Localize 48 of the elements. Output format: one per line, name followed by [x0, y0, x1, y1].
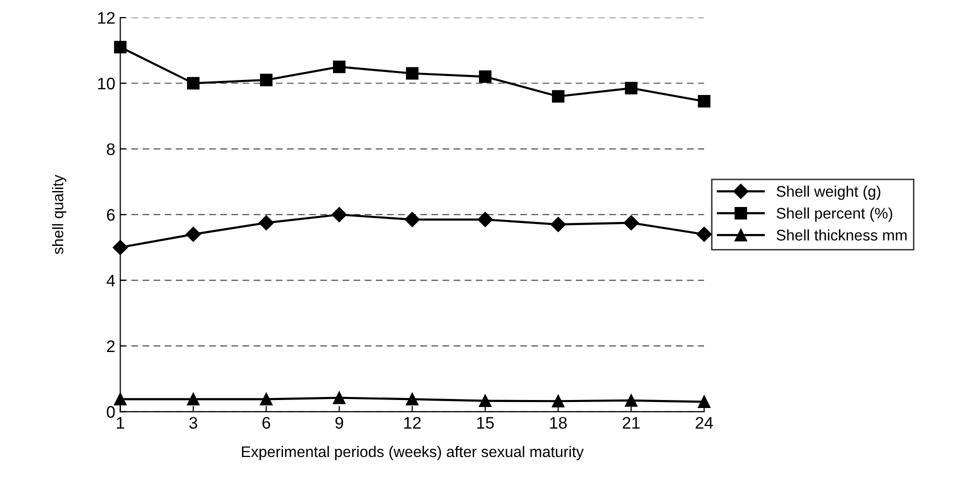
point: [187, 77, 200, 90]
y-tick-label: 6: [107, 209, 115, 221]
point: [696, 226, 712, 242]
point: [624, 215, 639, 230]
point: [624, 82, 638, 94]
point: [624, 394, 638, 407]
legend-label: Shell thickness mm: [776, 229, 907, 241]
x-tick-label: 1: [116, 417, 124, 429]
x-tick-label: 3: [189, 416, 198, 429]
point: [114, 392, 127, 406]
y-axis-title: shell quality: [52, 174, 66, 254]
point: [260, 74, 273, 86]
point: [698, 95, 710, 108]
y-tick-label: 0: [106, 406, 115, 418]
point: [260, 392, 273, 406]
point: [404, 212, 420, 228]
point: [332, 207, 347, 222]
point: [186, 226, 201, 242]
point: [478, 212, 493, 228]
point: [332, 392, 346, 404]
y-tick-label: 2: [107, 340, 115, 352]
point: [406, 392, 418, 406]
x-tick-label: 15: [477, 417, 494, 429]
point: [332, 60, 346, 74]
x-tick-label: 21: [622, 416, 640, 429]
y-tick-label: 12: [98, 12, 115, 24]
point: [478, 70, 492, 83]
point: [552, 90, 564, 103]
point: [187, 392, 200, 406]
x-tick-label: 24: [696, 416, 713, 429]
x-tick-label: 12: [404, 416, 421, 429]
point: [552, 394, 564, 408]
point: [478, 394, 492, 408]
x-tick-label: 18: [550, 416, 567, 429]
y-tick-label: 8: [106, 143, 115, 156]
point: [698, 396, 710, 408]
point: [550, 216, 566, 232]
point: [258, 215, 274, 230]
legend-label: Shell weight (g): [776, 186, 880, 200]
point: [114, 40, 127, 54]
point: [406, 67, 418, 80]
x-tick-label: 9: [335, 416, 344, 429]
x-tick-label: 6: [262, 416, 270, 429]
x-axis-title: Experimental periods (weeks) after sexual maturity: [242, 446, 584, 460]
y-tick-label: 4: [106, 274, 115, 286]
y-tick-label: 10: [98, 78, 115, 90]
point: [112, 240, 128, 256]
legend-label: Shell percent (%): [776, 207, 892, 222]
